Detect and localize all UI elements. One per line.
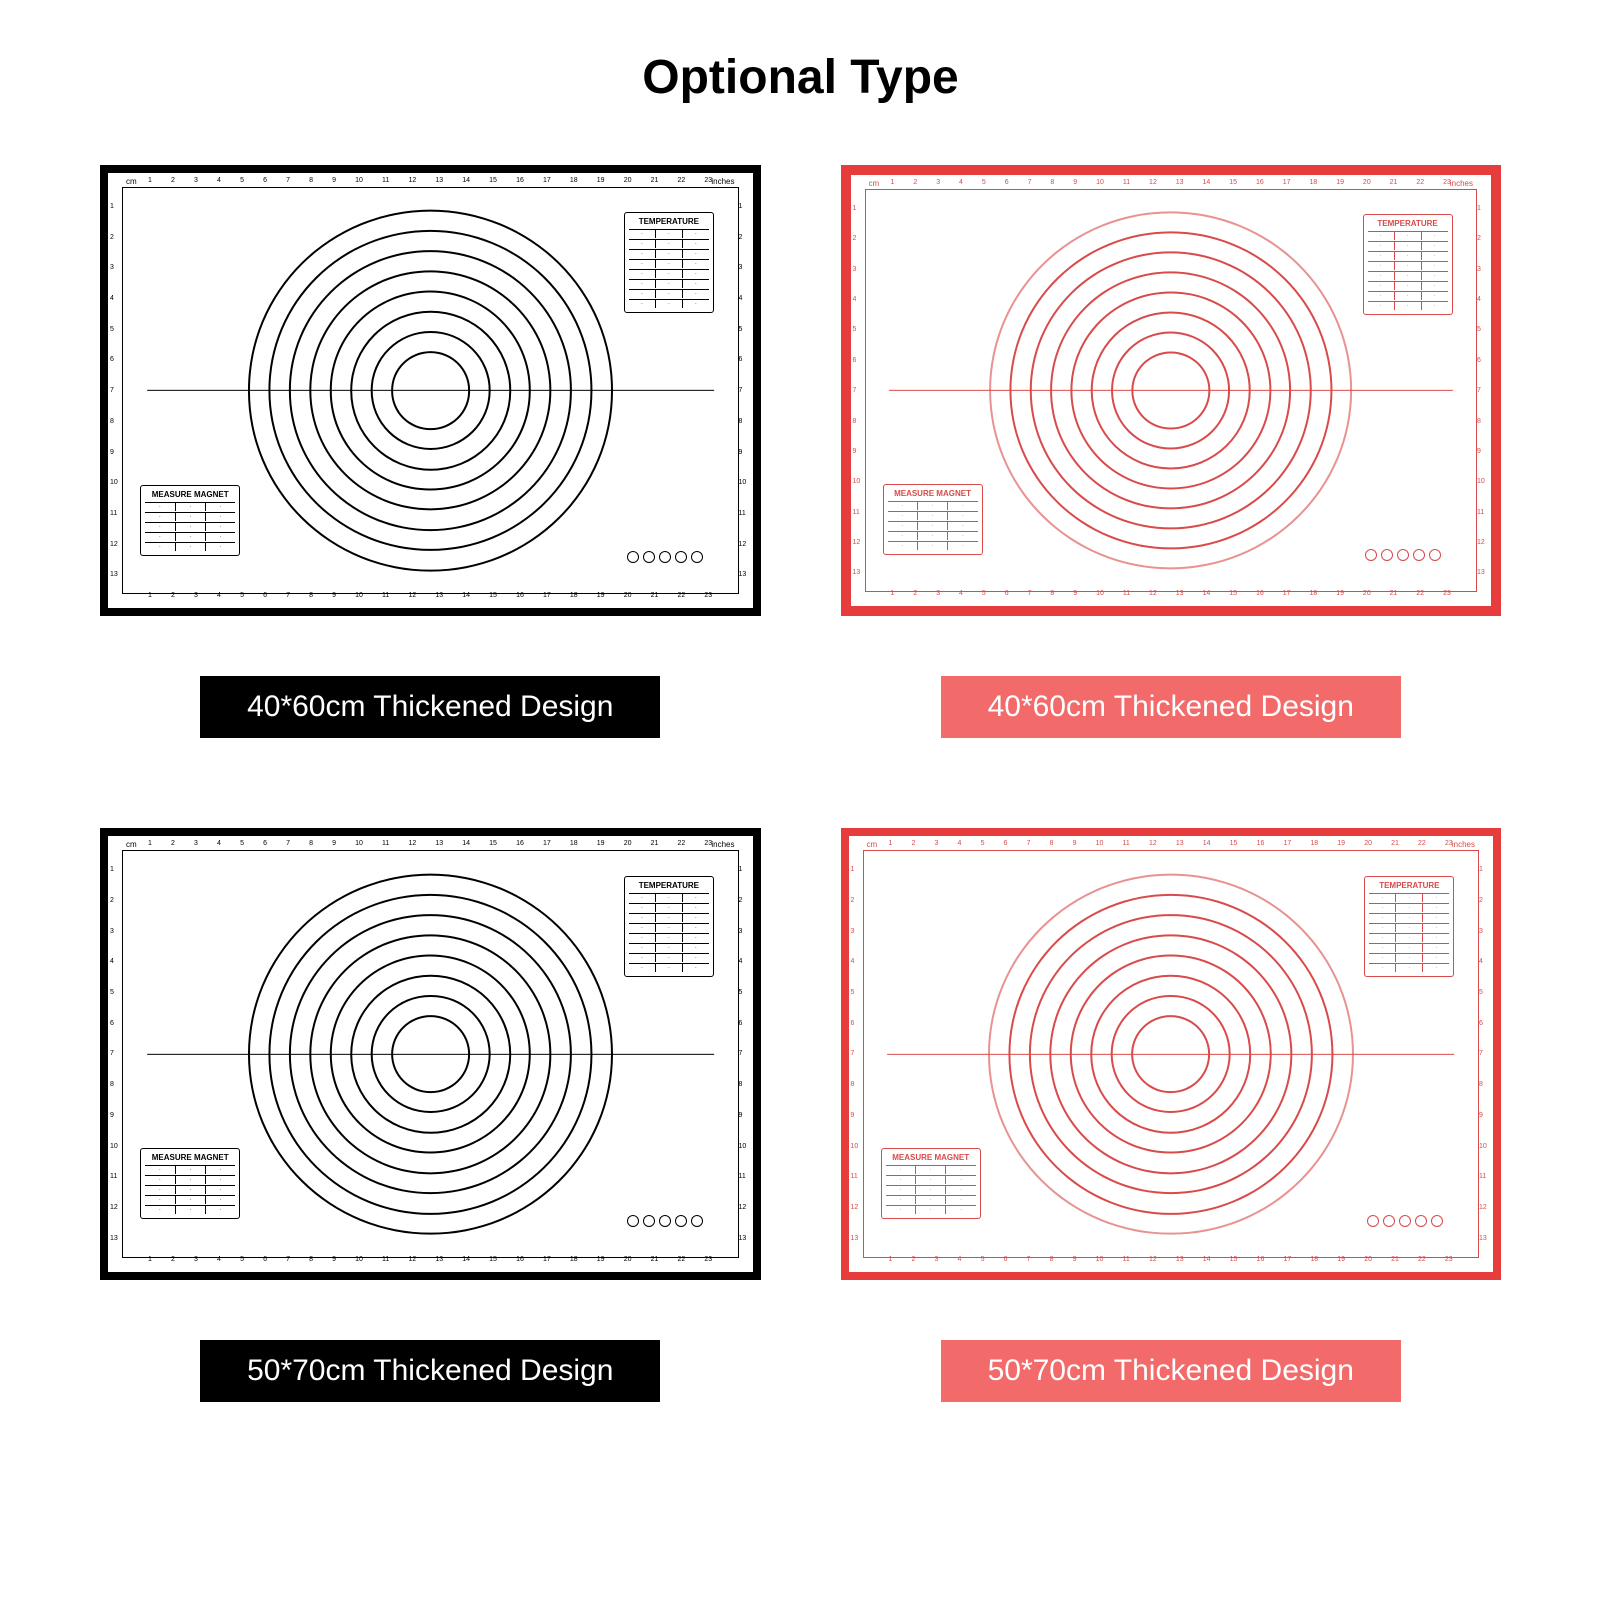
center-line — [147, 1053, 714, 1054]
feature-icon — [1367, 1215, 1379, 1227]
variant-cell: 1234567891011121314151617181920212223123… — [841, 828, 1502, 1401]
info-box-title: MEASURE MAGNET — [886, 1153, 976, 1162]
info-box-title: TEMPERATURE — [1368, 219, 1448, 228]
info-box-title: TEMPERATURE — [629, 881, 709, 890]
feature-icon — [675, 1215, 687, 1227]
info-box-title: MEASURE MAGNET — [145, 490, 235, 499]
mat-image: 1234567891011121314151617181920212223123… — [841, 828, 1502, 1279]
feature-icon — [1429, 549, 1441, 561]
baking-mat: 1234567891011121314151617181920212223123… — [100, 165, 761, 616]
feature-icon — [1431, 1215, 1443, 1227]
feature-icon — [643, 551, 655, 563]
feature-icon — [691, 551, 703, 563]
info-box: TEMPERATURE························ — [624, 212, 714, 313]
info-box: MEASURE MAGNET··············· — [883, 484, 983, 555]
feature-icon — [1381, 549, 1393, 561]
info-box: TEMPERATURE························ — [1364, 876, 1454, 977]
info-box-title: TEMPERATURE — [629, 217, 709, 226]
feature-icons-row — [627, 1215, 703, 1227]
info-box-title: MEASURE MAGNET — [145, 1153, 235, 1162]
mat-image: 1234567891011121314151617181920212223123… — [100, 165, 761, 616]
variant-cell: 1234567891011121314151617181920212223123… — [100, 165, 761, 738]
info-box: TEMPERATURE························ — [624, 876, 714, 977]
page-title: Optional Type — [80, 50, 1521, 105]
feature-icon — [643, 1215, 655, 1227]
feature-icon — [675, 551, 687, 563]
feature-icon — [1365, 549, 1377, 561]
feature-icon — [627, 551, 639, 563]
variant-label: 40*60cm Thickened Design — [941, 676, 1401, 738]
mat-image: 1234567891011121314151617181920212223123… — [100, 828, 761, 1279]
baking-mat: 1234567891011121314151617181920212223123… — [100, 828, 761, 1279]
variant-label: 50*70cm Thickened Design — [941, 1340, 1401, 1402]
info-box: MEASURE MAGNET··············· — [140, 1148, 240, 1219]
feature-icon — [691, 1215, 703, 1227]
feature-icons-row — [627, 551, 703, 563]
feature-icons-row — [1367, 1215, 1443, 1227]
variant-grid: 1234567891011121314151617181920212223123… — [80, 165, 1521, 1402]
mat-image: 1234567891011121314151617181920212223123… — [841, 165, 1502, 616]
info-box-title: MEASURE MAGNET — [888, 489, 978, 498]
feature-icon — [1397, 549, 1409, 561]
feature-icons-row — [1365, 549, 1441, 561]
info-box-title: TEMPERATURE — [1369, 881, 1449, 890]
feature-icon — [1383, 1215, 1395, 1227]
info-box: TEMPERATURE························ — [1363, 214, 1453, 315]
feature-icon — [659, 1215, 671, 1227]
feature-icon — [1415, 1215, 1427, 1227]
feature-icon — [1413, 549, 1425, 561]
center-line — [147, 390, 714, 391]
variant-cell: 1234567891011121314151617181920212223123… — [841, 165, 1502, 738]
feature-icon — [627, 1215, 639, 1227]
baking-mat: 1234567891011121314151617181920212223123… — [841, 165, 1502, 616]
info-box: MEASURE MAGNET··············· — [881, 1148, 981, 1219]
feature-icon — [1399, 1215, 1411, 1227]
baking-mat: 1234567891011121314151617181920212223123… — [841, 828, 1502, 1279]
info-box: MEASURE MAGNET··············· — [140, 485, 240, 556]
variant-cell: 1234567891011121314151617181920212223123… — [100, 828, 761, 1401]
center-line — [887, 1053, 1454, 1054]
variant-label: 40*60cm Thickened Design — [200, 676, 660, 738]
variant-label: 50*70cm Thickened Design — [200, 1340, 660, 1402]
center-line — [889, 390, 1453, 391]
feature-icon — [659, 551, 671, 563]
